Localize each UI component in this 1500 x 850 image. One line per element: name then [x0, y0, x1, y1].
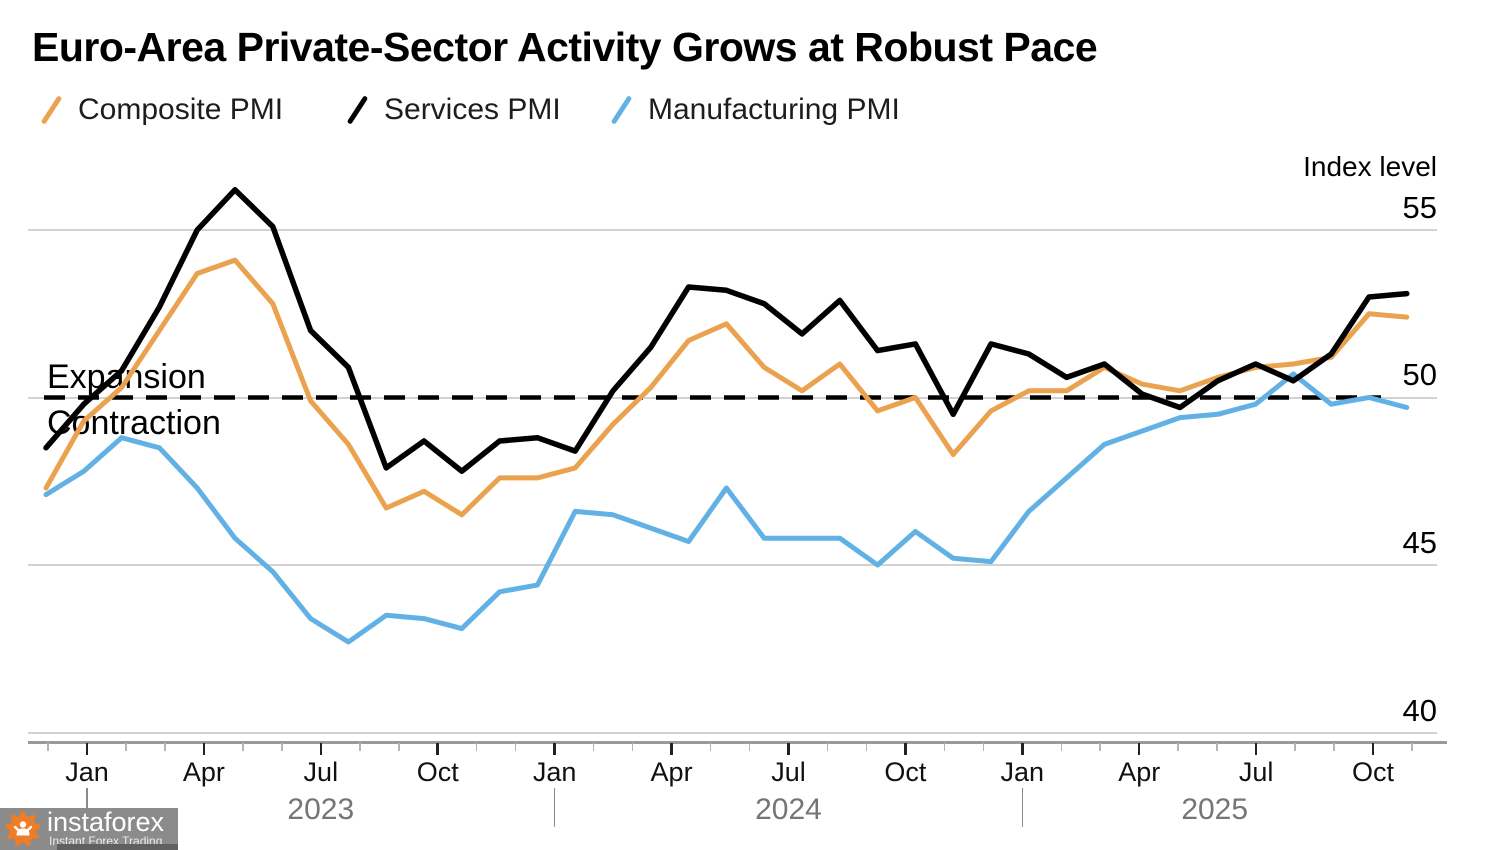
x-major-tick	[1021, 743, 1024, 755]
series-line-manufacturing-pmi	[43, 371, 1410, 645]
x-major-tick	[904, 743, 907, 755]
legend-item-composite: Composite PMI	[38, 92, 283, 128]
y-tick-label-55: 55	[1402, 190, 1437, 225]
gridline-55	[28, 229, 1437, 231]
x-tick-label: Jul	[1238, 757, 1274, 787]
x-tick-label: Oct	[416, 757, 459, 787]
gear-tooth	[20, 811, 26, 819]
x-minor-tick	[514, 743, 517, 751]
chart-title: Euro-Area Private-Sector Activity Grows …	[32, 24, 1098, 70]
x-minor-tick	[943, 743, 946, 751]
year-divider	[86, 788, 88, 827]
legend-label: Services PMI	[384, 93, 561, 126]
x-minor-tick	[631, 743, 634, 751]
instaforex-watermark: instaforex Instant Forex Trading	[0, 808, 178, 850]
gridline-40	[28, 732, 1437, 734]
x-minor-tick	[398, 743, 400, 751]
composite-line-swatch-icon	[38, 93, 64, 127]
watermark-strip	[57, 844, 178, 850]
x-tick-label: Apr	[182, 757, 225, 787]
x-major-tick	[553, 743, 556, 755]
x-tick-label: Jan	[532, 757, 577, 787]
expansion-label: Expansion	[47, 358, 206, 396]
x-tick-label: Jan	[1000, 757, 1045, 787]
legend: Composite PMI Services PMI Manufacturing…	[0, 92, 1500, 128]
x-minor-tick	[1099, 743, 1101, 751]
x-minor-tick	[281, 743, 283, 751]
gridline-50	[28, 397, 1437, 399]
x-major-tick	[1254, 743, 1258, 755]
manufacturing-line-swatch-icon	[608, 93, 634, 127]
year-label: 2024	[755, 793, 822, 826]
gear-tooth	[33, 823, 41, 830]
year-label: 2025	[1181, 793, 1249, 826]
x-minor-tick	[359, 743, 361, 751]
x-tick-label: Oct	[1352, 757, 1395, 787]
x-minor-tick	[1411, 743, 1413, 751]
x-minor-tick	[826, 743, 829, 751]
series-line-services-pmi	[43, 187, 1410, 474]
year-label: 2023	[287, 793, 355, 826]
x-tick-label: Apr	[650, 757, 693, 787]
y-axis-title: Index level	[1303, 151, 1437, 182]
contraction-label: Contraction	[47, 404, 221, 442]
x-minor-tick	[592, 743, 595, 751]
gear-tooth	[14, 838, 22, 846]
x-major-tick	[202, 743, 206, 755]
x-tick-label: Jan	[65, 757, 109, 787]
services-line-swatch-icon	[344, 93, 370, 127]
x-minor-tick	[125, 743, 127, 751]
x-minor-tick	[1333, 743, 1335, 751]
x-minor-tick	[164, 743, 166, 751]
x-minor-tick	[242, 743, 244, 751]
series-line-composite-pmi	[43, 257, 1410, 518]
year-divider	[1021, 788, 1024, 827]
gridline-45	[28, 564, 1437, 566]
gear-tooth	[28, 814, 36, 823]
x-minor-tick	[709, 743, 712, 751]
x-major-tick	[1371, 743, 1375, 755]
x-minor-tick	[865, 743, 868, 751]
x-minor-tick	[1294, 743, 1296, 751]
x-axis-line	[28, 741, 1447, 744]
y-tick-label-50: 50	[1402, 357, 1437, 392]
x-minor-tick	[475, 743, 478, 751]
instaforex-gear-icon	[5, 811, 41, 846]
x-major-tick	[787, 743, 790, 755]
x-tick-label: Apr	[1118, 757, 1161, 787]
x-minor-tick	[47, 743, 49, 751]
year-divider	[553, 788, 556, 827]
legend-item-manufacturing: Manufacturing PMI	[608, 92, 900, 128]
legend-label: Manufacturing PMI	[648, 93, 900, 126]
x-major-tick	[319, 743, 323, 755]
x-minor-tick	[1177, 743, 1179, 751]
gear-tooth	[10, 814, 18, 823]
x-tick-label: Oct	[884, 757, 927, 787]
y-tick-label-45: 45	[1402, 525, 1437, 560]
x-major-tick	[85, 743, 89, 755]
gear-tooth	[24, 838, 32, 846]
x-major-tick	[670, 743, 673, 755]
gear-tooth	[31, 832, 39, 840]
y-tick-label-40: 40	[1402, 693, 1437, 728]
watermark-brand: instaforex	[47, 807, 165, 837]
x-minor-tick	[748, 743, 751, 751]
x-minor-tick	[1216, 743, 1218, 751]
x-major-tick	[1137, 743, 1141, 755]
x-tick-label: Jul	[771, 757, 806, 787]
x-minor-tick	[1060, 743, 1063, 751]
gear-tooth	[5, 823, 13, 830]
gear-tooth	[7, 832, 15, 840]
x-tick-label: Jul	[303, 757, 339, 787]
legend-item-services: Services PMI	[344, 92, 561, 128]
x-minor-tick	[982, 743, 985, 751]
legend-label: Composite PMI	[78, 93, 284, 126]
x-major-tick	[436, 743, 439, 755]
